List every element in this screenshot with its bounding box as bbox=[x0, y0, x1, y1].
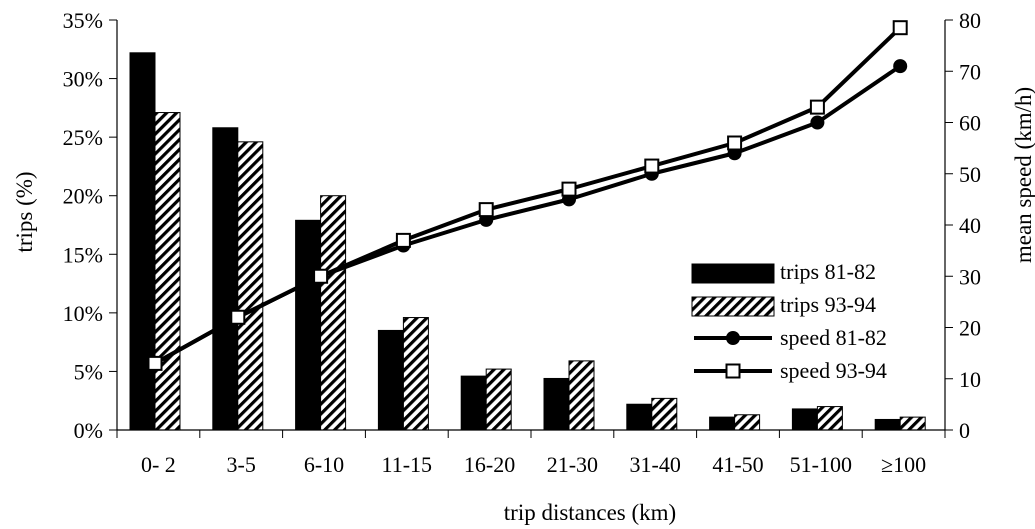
y-tick-label: 5% bbox=[74, 359, 103, 384]
legend-label: trips 81-82 bbox=[780, 259, 876, 284]
y2-tick-label: 20 bbox=[959, 316, 981, 341]
marker-speed-81-82 bbox=[810, 115, 825, 130]
x-tick-label: 6-10 bbox=[304, 452, 344, 477]
bar-trips-81-82 bbox=[129, 52, 156, 431]
y2-tick-label: 10 bbox=[959, 367, 981, 392]
bar-trips-81-82 bbox=[460, 375, 487, 431]
y-tick-label: 30% bbox=[63, 67, 103, 92]
bar-trips-81-82 bbox=[295, 219, 322, 431]
x-axis-title: trip distances (km) bbox=[504, 500, 676, 525]
marker-speed-93-94 bbox=[809, 99, 825, 115]
y2-tick-label: 0 bbox=[959, 418, 970, 443]
bar-trips-93-94 bbox=[734, 414, 761, 431]
y2-tick-label: 50 bbox=[959, 162, 981, 187]
y-axis-title: trips (%) bbox=[12, 171, 37, 252]
bar-trips-93-94 bbox=[485, 368, 512, 431]
y-tick-label: 0% bbox=[74, 418, 103, 443]
y-tick-label: 20% bbox=[63, 184, 103, 209]
legend: trips 81-82 trips 93-94 speed 81-82 speed 9… bbox=[691, 259, 887, 383]
bar-trips-93-94 bbox=[651, 397, 678, 431]
y2-tick-label: 80 bbox=[959, 8, 981, 33]
line-layer bbox=[147, 20, 908, 371]
legend-marker-circle bbox=[726, 331, 740, 345]
bar-trips-93-94 bbox=[568, 360, 595, 431]
line-speed-81-82 bbox=[154, 64, 902, 366]
marker-speed-93-94 bbox=[561, 181, 577, 197]
y2-axis-title: mean speed (km/h) bbox=[1011, 87, 1035, 263]
x-tick-label: 0- 2 bbox=[141, 452, 176, 477]
bar-trips-81-82 bbox=[791, 408, 818, 431]
y-tick-label: 15% bbox=[63, 242, 103, 267]
y-tick-label: 10% bbox=[63, 301, 103, 326]
line-speed-93-94 bbox=[154, 26, 902, 366]
bar-layer bbox=[129, 52, 926, 431]
x-tick-label: 41-50 bbox=[712, 452, 763, 477]
x-tick-label: 21-30 bbox=[547, 452, 598, 477]
bar-trips-81-82 bbox=[543, 377, 570, 431]
marker-speed-93-94 bbox=[892, 20, 908, 36]
bar-trips-81-82 bbox=[874, 418, 901, 431]
y2-tick-label: 40 bbox=[959, 213, 981, 238]
y2-tick-label: 30 bbox=[959, 264, 981, 289]
marker-speed-93-94 bbox=[313, 268, 329, 284]
bar-trips-93-94 bbox=[402, 317, 429, 431]
x-tick-label: 11-15 bbox=[382, 452, 433, 477]
y2-tick-label: 60 bbox=[959, 111, 981, 136]
legend-label: speed 81-82 bbox=[780, 325, 887, 350]
bar-trips-93-94 bbox=[154, 112, 181, 431]
marker-speed-93-94 bbox=[230, 309, 246, 325]
x-tick-label: ≥100 bbox=[881, 452, 926, 477]
legend-label: speed 93-94 bbox=[780, 358, 887, 383]
bar-trips-93-94 bbox=[320, 195, 347, 431]
bar-trips-81-82 bbox=[212, 127, 239, 431]
marker-speed-93-94 bbox=[395, 232, 411, 248]
legend-marker-square bbox=[725, 363, 741, 379]
bar-trips-93-94 bbox=[237, 141, 264, 431]
legend-swatch-trips-81-82 bbox=[691, 263, 775, 284]
y-tick-label: 35% bbox=[63, 8, 103, 33]
x-tick-label: 3-5 bbox=[227, 452, 256, 477]
bar-trips-93-94 bbox=[899, 416, 926, 431]
axes: 0% 5% 10% 15% 20% 25% 30% 35% 0 10 20 30 40 50 60 70 80 0… bbox=[63, 8, 981, 477]
bar-trips-81-82 bbox=[377, 329, 404, 431]
bar-trips-81-82 bbox=[626, 403, 653, 431]
bar-trips-81-82 bbox=[709, 416, 736, 431]
marker-speed-93-94 bbox=[478, 202, 494, 218]
legend-swatch-trips-93-94 bbox=[691, 296, 775, 317]
y2-tick-label: 70 bbox=[959, 59, 981, 84]
x-tick-label: 31-40 bbox=[630, 452, 681, 477]
marker-speed-93-94 bbox=[147, 355, 163, 371]
marker-speed-93-94 bbox=[644, 158, 660, 174]
bar-trips-93-94 bbox=[816, 406, 843, 431]
marker-speed-93-94 bbox=[727, 135, 743, 151]
y-tick-label: 25% bbox=[63, 125, 103, 150]
x-tick-label: 16-20 bbox=[464, 452, 515, 477]
x-tick-label: 51-100 bbox=[790, 452, 852, 477]
marker-speed-81-82 bbox=[893, 59, 908, 74]
legend-label: trips 93-94 bbox=[780, 292, 876, 317]
